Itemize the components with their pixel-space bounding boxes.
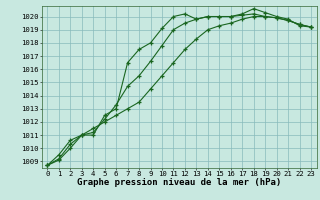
X-axis label: Graphe pression niveau de la mer (hPa): Graphe pression niveau de la mer (hPa) (77, 178, 281, 187)
